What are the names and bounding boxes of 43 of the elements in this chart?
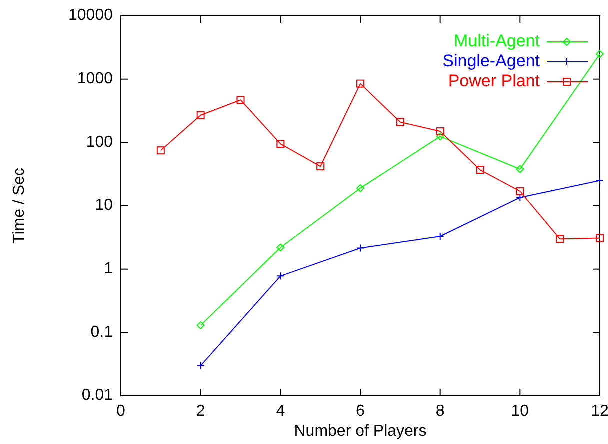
point xyxy=(436,232,444,240)
point xyxy=(436,132,444,141)
point xyxy=(276,140,285,148)
legend-label: Single-Agent xyxy=(442,51,540,70)
y-tick-label: 0.1 xyxy=(90,324,114,341)
x-axis-title: Number of Players xyxy=(294,423,427,440)
y-tick-label: 10000 xyxy=(68,7,114,24)
x-tick-label: 2 xyxy=(196,403,206,420)
point xyxy=(516,165,524,174)
x-tick-label: 0 xyxy=(116,403,126,420)
y-tick-label: 1000 xyxy=(77,70,114,88)
point xyxy=(596,50,604,58)
point xyxy=(196,321,205,330)
point xyxy=(356,80,364,88)
point xyxy=(596,176,604,185)
point xyxy=(476,166,484,174)
y-tick-label: 100 xyxy=(86,134,114,151)
point xyxy=(356,184,364,192)
point xyxy=(236,96,245,104)
point xyxy=(516,194,524,202)
point xyxy=(436,128,444,136)
point xyxy=(316,162,325,171)
point xyxy=(276,272,285,280)
point xyxy=(196,111,205,120)
legend-label: Power Plant xyxy=(448,71,540,90)
y-axis-title: Time / Sec xyxy=(11,168,28,244)
x-tick-label: 10 xyxy=(511,403,530,420)
y-tick-label: 1 xyxy=(104,260,114,278)
point xyxy=(516,187,524,196)
point xyxy=(396,118,404,126)
point xyxy=(156,146,165,155)
point xyxy=(596,234,604,242)
x-tick-label: 6 xyxy=(356,403,366,420)
point xyxy=(276,244,285,252)
x-tick-label: 12 xyxy=(591,403,608,420)
point xyxy=(356,244,364,252)
point xyxy=(556,235,564,244)
point xyxy=(196,362,205,370)
legend-label: Multi-Agent xyxy=(454,31,540,50)
x-tick-label: 4 xyxy=(276,403,286,420)
y-tick-label: 10 xyxy=(95,197,114,214)
x-tick-label: 8 xyxy=(436,403,445,420)
y-tick-label: 0.01 xyxy=(82,387,114,404)
